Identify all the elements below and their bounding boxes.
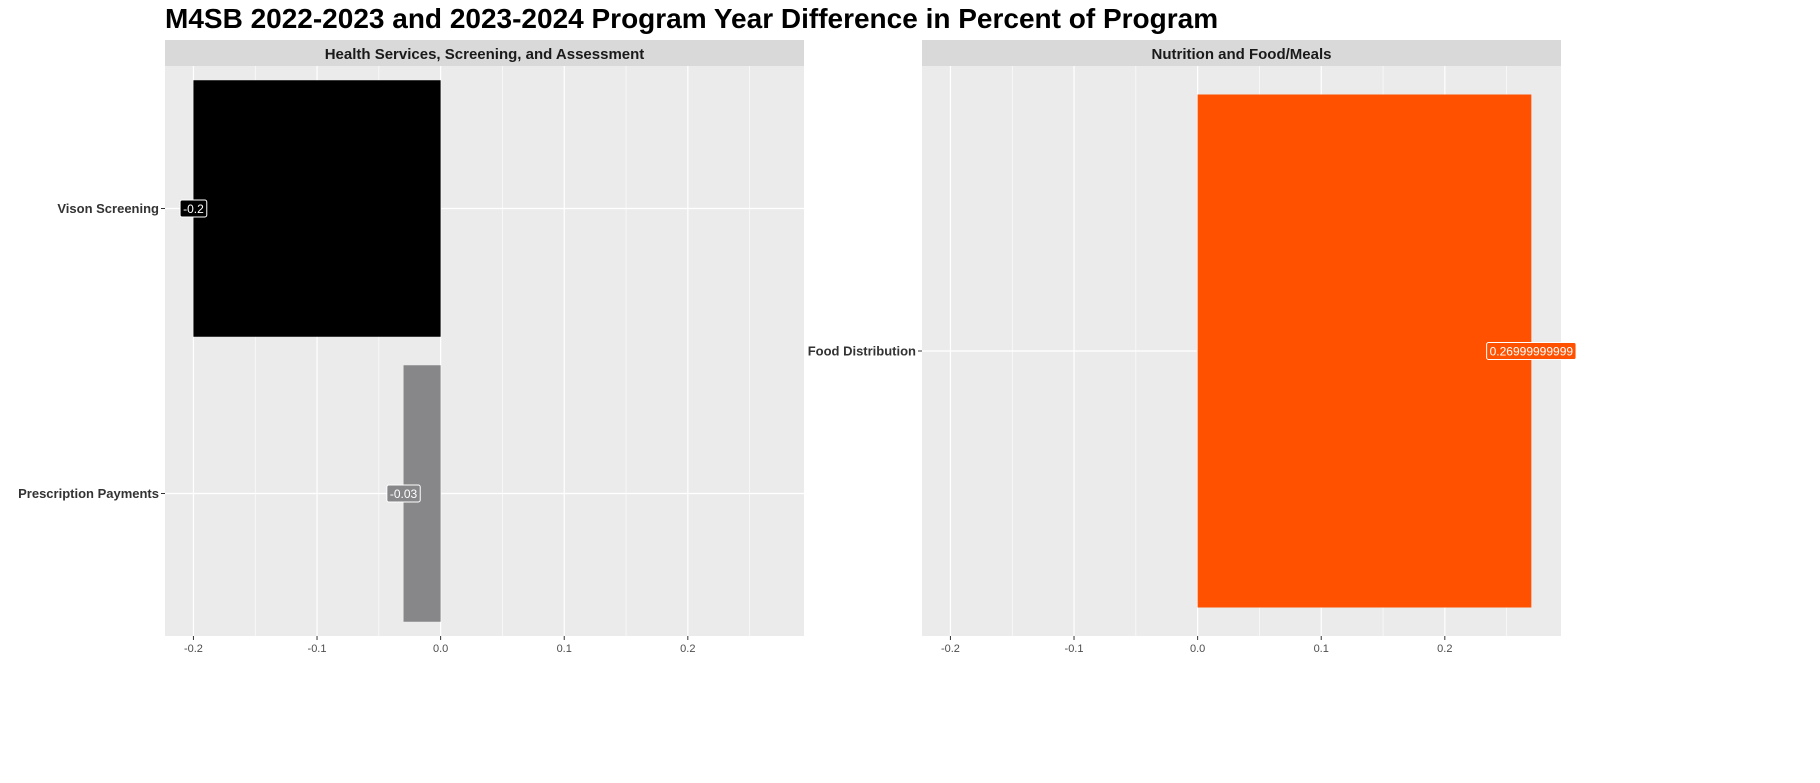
x-tick-label: 0.2 bbox=[1437, 643, 1452, 655]
x-tick-label: 0.0 bbox=[433, 643, 448, 655]
facet-strip-title: Health Services, Screening, and Assessme… bbox=[325, 46, 645, 63]
facet-strip bbox=[922, 40, 1561, 66]
facet-strip-title: Nutrition and Food/Meals bbox=[1152, 46, 1332, 63]
data-label-box bbox=[1486, 342, 1577, 360]
x-tick-label: -0.1 bbox=[1065, 643, 1084, 655]
data-label: 0.26999999999 bbox=[1486, 342, 1577, 360]
x-tick-label: -0.2 bbox=[184, 643, 203, 655]
facet-panel-1: -0.2 -0.1 0.0 0.1 0.2 Vison Screening Prescrip… bbox=[18, 40, 804, 655]
x-tick-label: -0.2 bbox=[941, 643, 960, 655]
data-label-box bbox=[179, 199, 208, 218]
data-label: -0.2 bbox=[179, 199, 208, 218]
x-tick-label: 0.0 bbox=[1190, 643, 1205, 655]
facet-panel-2: -0.2 -0.1 0.0 0.1 0.2 Food Distribution Nutrit… bbox=[808, 40, 1561, 655]
facet-strip bbox=[165, 40, 804, 66]
y-tick-label: Vison Screening bbox=[57, 201, 159, 216]
data-label-text: 0.26999999999 bbox=[1490, 345, 1574, 359]
chart-title: M4SB 2022-2023 and 2023-2024 Program Yea… bbox=[165, 3, 1219, 34]
data-label-text: -0.2 bbox=[183, 202, 204, 216]
x-tick-label: 0.1 bbox=[557, 643, 572, 655]
data-label-text: -0.03 bbox=[390, 487, 418, 501]
bar-vison-screening bbox=[193, 80, 441, 337]
x-tick-label: 0.2 bbox=[680, 643, 695, 655]
x-tick-label: 0.1 bbox=[1314, 643, 1329, 655]
data-label-box bbox=[386, 484, 421, 503]
data-label: -0.03 bbox=[386, 484, 421, 503]
bar-food-distribution bbox=[1197, 94, 1532, 608]
y-tick-label: Food Distribution bbox=[808, 344, 916, 359]
x-tick-label: -0.1 bbox=[308, 643, 327, 655]
y-tick-label: Prescription Payments bbox=[18, 486, 159, 501]
